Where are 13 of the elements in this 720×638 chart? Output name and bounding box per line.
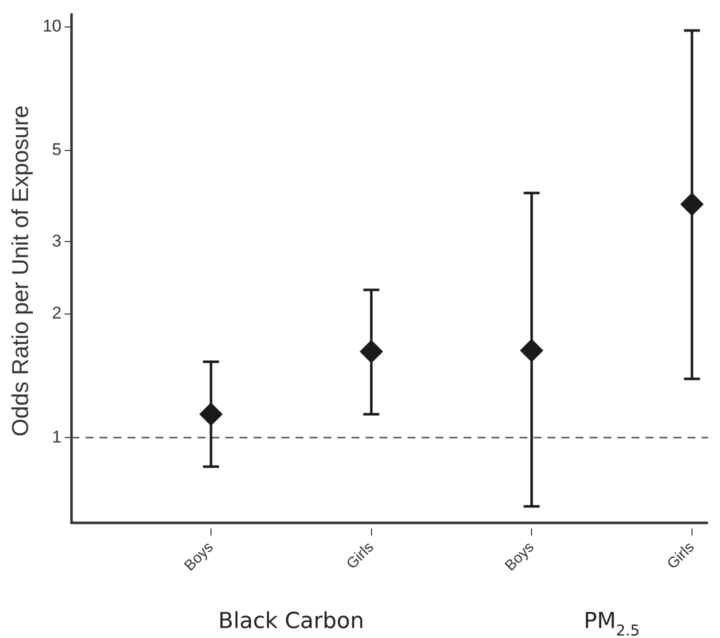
x-tick-label: Girls [343, 538, 378, 573]
point [360, 340, 383, 364]
x-tick-label: Girls [664, 538, 698, 573]
y-tick-label: 2 [52, 304, 62, 323]
y-tick-label: 10 [42, 16, 62, 36]
point [520, 338, 544, 362]
y-tick-label: 5 [52, 140, 62, 160]
point [199, 402, 222, 426]
y-tick-label: 3 [52, 231, 62, 250]
y-axis-title: Odds Ratio per Unit of Exposure [7, 105, 34, 436]
text: Black Carbon [218, 609, 364, 634]
point [680, 192, 704, 216]
y-tick-label: 1 [52, 427, 62, 446]
